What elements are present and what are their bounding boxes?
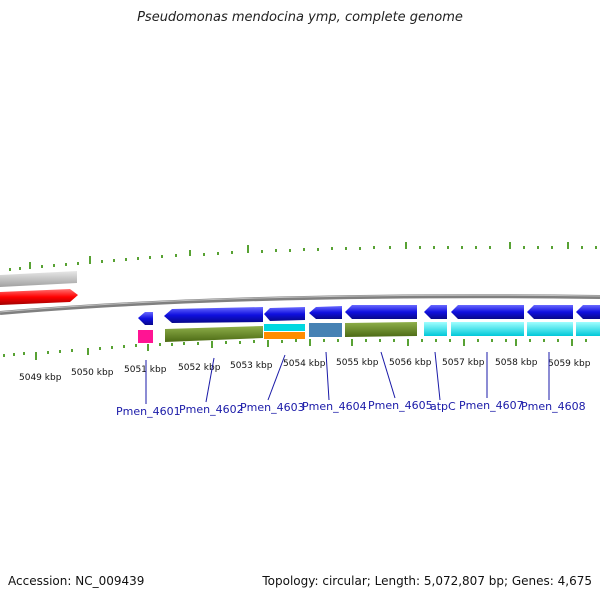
tick-label: 5054 kbp — [283, 359, 326, 369]
cog-cyan-block-partial — [576, 322, 600, 336]
genome-summary-text: Topology: circular; Length: 5,072,807 bp… — [262, 574, 592, 588]
kbp-labels: 5049 kbp 5050 kbp 5051 kbp 5052 kbp 5053… — [19, 358, 591, 383]
tick-label: 5051 kbp — [124, 365, 167, 375]
cog-grey-bar — [0, 271, 77, 287]
tick-label: 5052 kbp — [178, 363, 221, 373]
tick-label: 5057 kbp — [442, 358, 485, 368]
cog-cyan-block-4607 — [451, 322, 524, 336]
cog-cyan-block-4608 — [527, 322, 573, 336]
gene-labels: Pmen_4601 Pmen_4602 Pmen_4603 Pmen_4604 … — [116, 399, 586, 418]
inner-tick-track — [3, 339, 587, 360]
tick-label: 5058 kbp — [495, 358, 538, 368]
map-title: Pseudomonas mendocina ymp, complete geno… — [137, 10, 463, 25]
tick-label: 5053 kbp — [230, 361, 273, 371]
cog-track — [138, 322, 600, 343]
gene-pmen-4603[interactable] — [264, 307, 305, 321]
gene-forward-arrow[interactable] — [0, 289, 78, 305]
gene-pmen-4604[interactable] — [309, 306, 342, 319]
cog-olive-block-4602 — [165, 326, 263, 342]
cog-steelblue-block-4604 — [309, 323, 342, 337]
gene-atpc[interactable] — [424, 305, 447, 319]
cog-olive-block-4605 — [345, 322, 417, 337]
gene-pmen-4601[interactable] — [138, 312, 153, 325]
cog-cyan-block-atpc — [424, 322, 447, 336]
cog-cyan-block-4603 — [264, 324, 305, 331]
gene-pmen-4602[interactable] — [164, 307, 263, 323]
tick-label: 5050 kbp — [71, 368, 114, 378]
gene-label-pmen-4608[interactable]: Pmen_4608 — [521, 400, 586, 413]
gene-partial-right[interactable] — [576, 305, 600, 319]
outer-tick-track — [9, 242, 597, 271]
forward-strand-track — [0, 271, 78, 305]
genome-backbone — [0, 294, 600, 315]
gene-pmen-4605[interactable] — [345, 305, 417, 319]
cog-pink-block — [138, 330, 153, 343]
cog-orange-block-4603 — [264, 332, 305, 339]
gene-label-pmen-4605[interactable]: Pmen_4605 — [368, 399, 433, 412]
gene-label-pmen-4604[interactable]: Pmen_4604 — [302, 400, 367, 413]
gene-pmen-4608[interactable] — [527, 305, 573, 319]
gene-label-pmen-4607[interactable]: Pmen_4607 — [459, 399, 524, 412]
tick-label: 5049 kbp — [19, 373, 62, 383]
gene-label-leaders — [145, 351, 550, 404]
gene-label-pmen-4601[interactable]: Pmen_4601 — [116, 405, 181, 418]
tick-label: 5059 kbp — [548, 359, 591, 369]
gene-label-pmen-4603[interactable]: Pmen_4603 — [240, 401, 305, 414]
tick-label: 5056 kbp — [389, 358, 432, 368]
tick-label: 5055 kbp — [336, 358, 379, 368]
gene-pmen-4607[interactable] — [451, 305, 524, 319]
accession-text: Accession: NC_009439 — [8, 574, 145, 588]
gene-label-pmen-4602[interactable]: Pmen_4602 — [179, 403, 244, 416]
reverse-strand-track — [138, 305, 600, 325]
gene-label-atpc[interactable]: atpC — [430, 400, 456, 413]
